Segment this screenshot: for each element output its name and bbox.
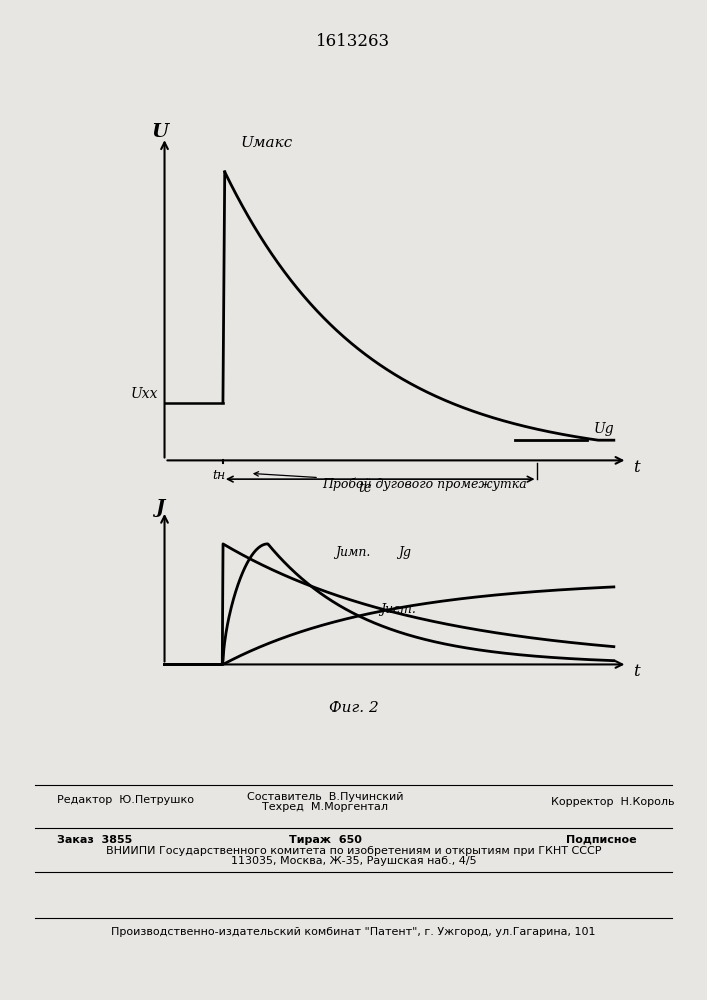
- Text: Производственно-издательский комбинат "Патент", г. Ужгород, ул.Гагарина, 101: Производственно-издательский комбинат "П…: [111, 927, 596, 937]
- Text: ВНИИПИ Государственного комитета по изобретениям и открытиям при ГКНТ СССР: ВНИИПИ Государственного комитета по изоб…: [106, 846, 601, 856]
- Text: Jимп.: Jимп.: [335, 546, 370, 559]
- Text: Заказ  3855: Заказ 3855: [57, 835, 132, 845]
- Text: Тираж  650: Тираж 650: [288, 835, 362, 845]
- Text: t: t: [633, 459, 640, 476]
- Text: Подписное: Подписное: [566, 835, 636, 845]
- Text: Фиг. 2: Фиг. 2: [329, 701, 378, 715]
- Text: J: J: [156, 499, 165, 517]
- Text: 1613263: 1613263: [317, 33, 390, 50]
- Text: Uхх: Uхх: [130, 387, 158, 401]
- Text: Составитель  В.Пучинский: Составитель В.Пучинский: [247, 792, 404, 802]
- Text: tн: tн: [212, 469, 225, 482]
- Text: tс: tс: [358, 481, 371, 495]
- Text: Техред  М.Моргентал: Техред М.Моргентал: [262, 802, 388, 812]
- Text: t: t: [633, 663, 640, 680]
- Text: Uмакс: Uмакс: [241, 136, 293, 150]
- Text: Редактор  Ю.Петрушко: Редактор Ю.Петрушко: [57, 795, 194, 805]
- Text: Jg: Jg: [398, 546, 411, 559]
- Text: U: U: [151, 123, 168, 141]
- Text: 113035, Москва, Ж-35, Раушская наб., 4/5: 113035, Москва, Ж-35, Раушская наб., 4/5: [230, 856, 477, 866]
- Text: Пробой дугового промежутка: Пробой дугового промежутка: [254, 472, 527, 491]
- Text: Ug: Ug: [594, 422, 614, 436]
- Text: Jист.: Jист.: [380, 603, 416, 616]
- Text: Корректор  Н.Король: Корректор Н.Король: [551, 797, 675, 807]
